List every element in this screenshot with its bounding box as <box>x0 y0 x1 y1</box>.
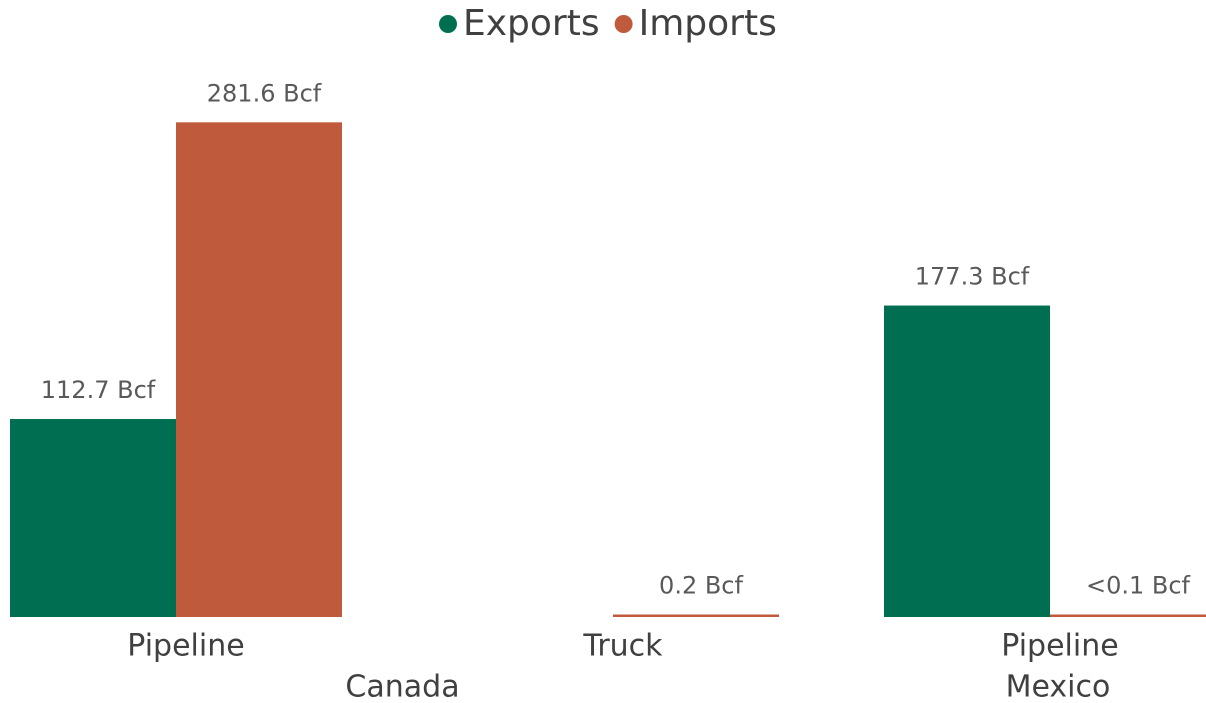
data-label: 177.3 Bcf <box>915 263 1030 291</box>
data-label: 281.6 Bcf <box>207 79 322 107</box>
bar <box>1050 614 1206 617</box>
group-label: Mexico <box>1006 670 1111 703</box>
data-label: 0.2 Bcf <box>659 572 743 600</box>
legend: Exports Imports <box>439 3 777 44</box>
data-label: 112.7 Bcf <box>41 376 156 404</box>
x-tick-label: Truck <box>582 629 663 664</box>
legend-marker <box>614 15 633 33</box>
group-label: Canada <box>345 670 459 703</box>
legend-marker <box>439 15 457 33</box>
bar <box>613 614 779 617</box>
bar <box>10 419 176 617</box>
data-label: <0.1 Bcf <box>1086 572 1191 600</box>
legend-label: Exports <box>463 3 600 44</box>
legend-label: Imports <box>639 3 777 44</box>
bar <box>884 305 1050 617</box>
bar <box>176 122 342 618</box>
x-tick-label: Pipeline <box>127 629 244 664</box>
x-tick-label: Pipeline <box>1001 629 1118 664</box>
